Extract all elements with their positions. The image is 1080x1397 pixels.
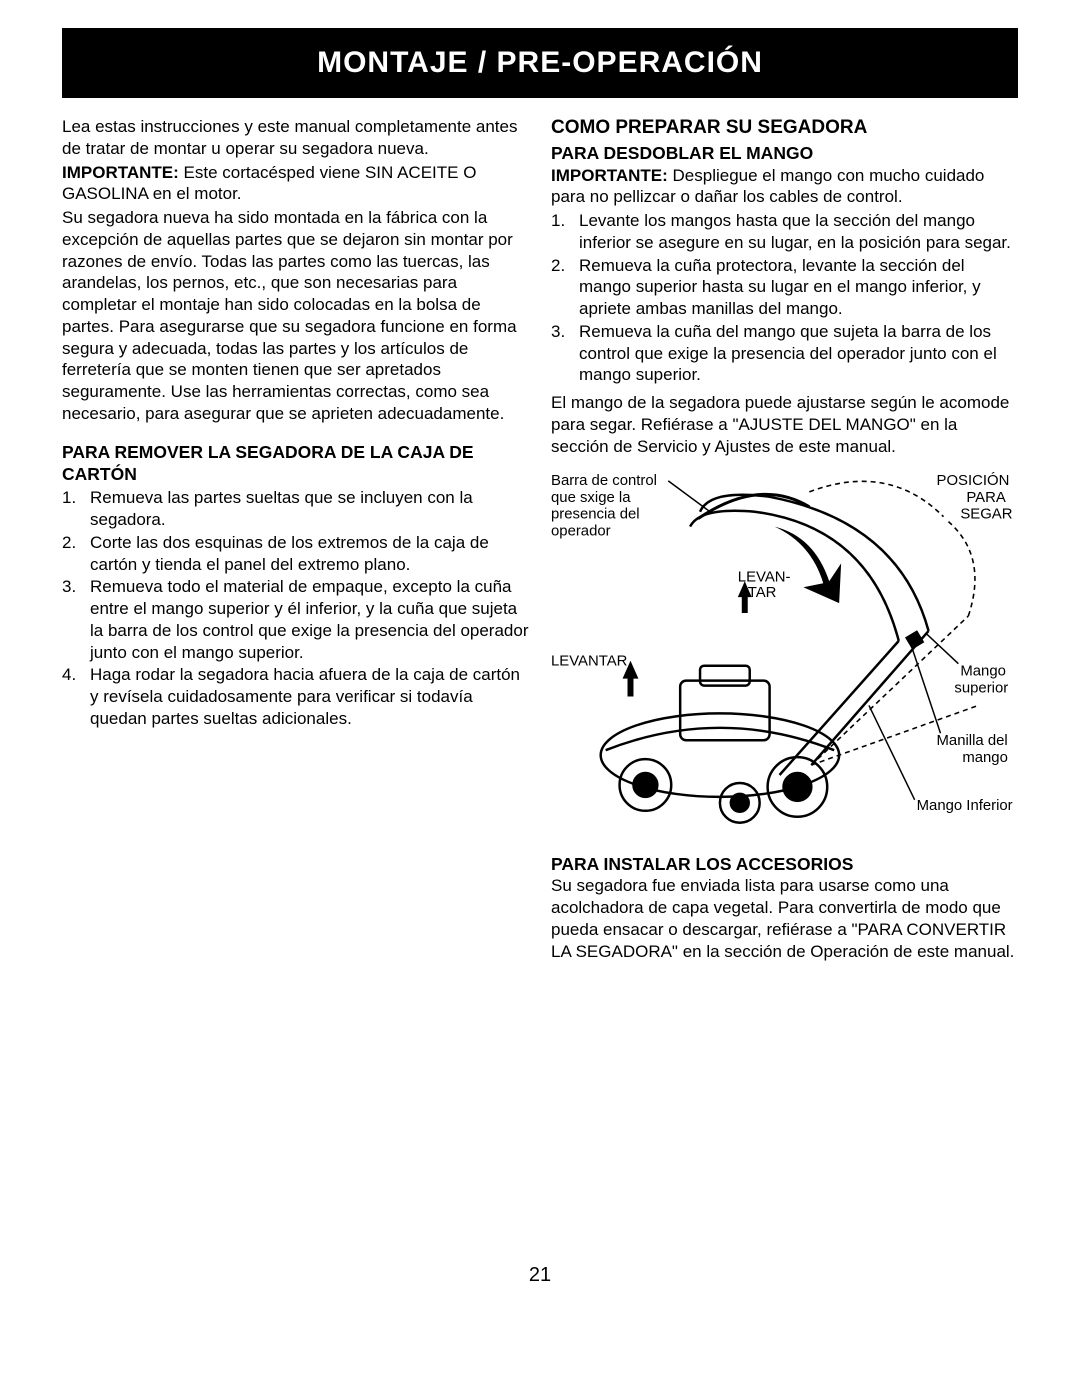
page-title: MONTAJE / PRE-OPERACIÓN	[66, 46, 1014, 80]
heading-prepare: COMO PREPARAR SU SEGADORA	[551, 116, 1018, 140]
factory-text: Su segadora nueva ha sido montada en la …	[62, 207, 529, 425]
manual-page: MONTAJE / PRE-OPERACIÓN Lea estas instru…	[0, 0, 1080, 1327]
label-levantar-left: LEVANTAR	[551, 654, 628, 670]
label-control-bar: Barra de controlque sxige lapresencia de…	[551, 473, 657, 540]
mower-svg: Barra de controlque sxige lapresencia de…	[551, 467, 1018, 835]
right-column: COMO PREPARAR SU SEGADORA PARA DESDOBLAR…	[551, 116, 1018, 964]
list-item: 3.Remueva todo el material de empaque, e…	[62, 576, 529, 663]
list-item: 1.Levante los mangos hasta que la secció…	[551, 210, 1018, 254]
important-line: IMPORTANTE: Este cortacésped viene SIN A…	[62, 162, 529, 206]
columns-container: Lea estas instrucciones y este manual co…	[62, 116, 1018, 964]
label-handle-knob: Manilla delmango	[937, 734, 1008, 767]
list-item: 2.Remueva la cuña protectora, levante la…	[551, 255, 1018, 320]
list-item: 3.Remueva la cuña del mango que sujeta l…	[551, 321, 1018, 386]
adjust-text: El mango de la segadora puede ajustarse …	[551, 392, 1018, 457]
heading-remove: PARA REMOVER LA SEGADORA DE LA CAJA DE C…	[62, 441, 529, 486]
label-position: POSICIÓNPARASEGAR	[937, 472, 1013, 523]
unfold-list: 1.Levante los mangos hasta que la secció…	[551, 210, 1018, 386]
label-lower-handle: Mango Inferior	[917, 798, 1013, 814]
intro-text: Lea estas instrucciones y este manual co…	[62, 116, 529, 160]
important-label: IMPORTANTE:	[62, 163, 179, 182]
page-number: 21	[62, 1264, 1018, 1287]
remove-list: 1.Remueva las partes sueltas que se incl…	[62, 487, 529, 729]
left-column: Lea estas instrucciones y este manual co…	[62, 116, 529, 964]
important-label: IMPORTANTE:	[551, 166, 668, 185]
install-text: Su segadora fue enviada lista para usars…	[551, 875, 1018, 962]
title-bar: MONTAJE / PRE-OPERACIÓN	[62, 28, 1018, 98]
mower-diagram: Barra de controlque sxige lapresencia de…	[551, 467, 1018, 835]
list-item: 1.Remueva las partes sueltas que se incl…	[62, 487, 529, 531]
list-item: 4.Haga rodar la segadora hacia afuera de…	[62, 664, 529, 729]
sub-unfold: PARA DESDOBLAR EL MANGO	[551, 142, 1018, 164]
important-line-right: IMPORTANTE: Despliegue el mango con much…	[551, 165, 1018, 209]
list-item: 2.Corte las dos esquinas de los extremos…	[62, 532, 529, 576]
label-upper-handle: Mangosuperior	[954, 664, 1008, 697]
sub-install: PARA INSTALAR LOS ACCESORIOS	[551, 853, 1018, 875]
